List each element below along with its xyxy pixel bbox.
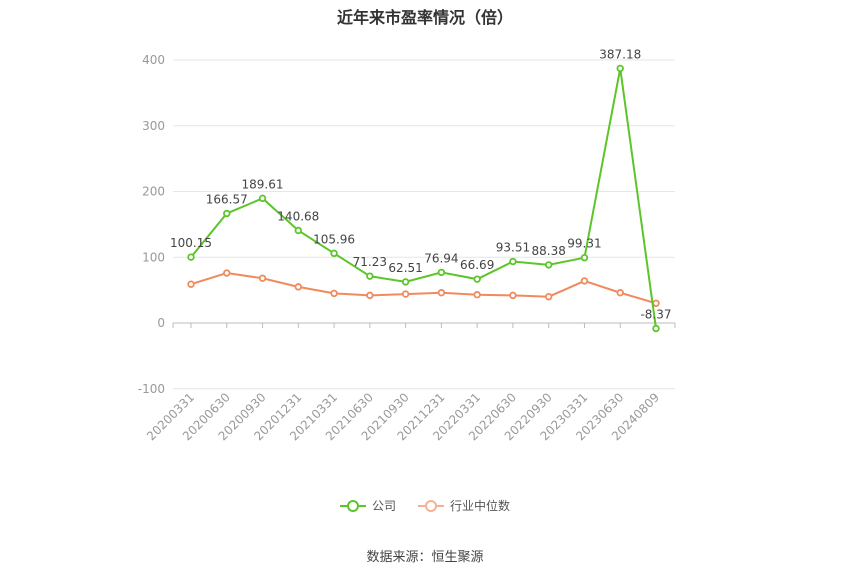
- data-point: [223, 269, 231, 277]
- y-tick-label: 300: [142, 119, 165, 133]
- y-tick-label: 200: [142, 185, 165, 199]
- data-point: [473, 291, 481, 299]
- data-point: [437, 268, 446, 277]
- data-point: [616, 289, 624, 297]
- data-label: 189.61: [242, 177, 284, 191]
- data-point: [616, 64, 624, 73]
- data-label: 93.51: [496, 241, 530, 255]
- data-point: [544, 293, 553, 301]
- data-point: [473, 275, 481, 283]
- chart-title: 近年来市盈率情况（倍）: [336, 8, 513, 27]
- data-point: [580, 277, 589, 285]
- legend-label-industry: 行业中位数: [450, 499, 511, 513]
- line-chart: 4003002001000-10020200331202006302020093…: [138, 47, 676, 443]
- data-point: [437, 289, 446, 297]
- series-line: [190, 68, 657, 329]
- y-tick-label: 100: [142, 250, 165, 264]
- data-label: 99.31: [567, 237, 601, 251]
- data-label: 387.18: [599, 47, 641, 61]
- data-point: [652, 299, 660, 307]
- data-point: [366, 272, 374, 280]
- data-point: [401, 278, 410, 286]
- data-point: [294, 283, 303, 291]
- data-point: [187, 253, 195, 261]
- data-label: 62.51: [388, 261, 422, 275]
- data-point: [330, 289, 338, 298]
- data-label: 105.96: [313, 232, 355, 246]
- data-point: [652, 324, 660, 333]
- chart-legend: 公司 行业中位数: [0, 497, 850, 514]
- series-line: [190, 272, 657, 305]
- legend-label-company: 公司: [371, 499, 396, 513]
- data-point: [544, 261, 553, 269]
- y-tick-label: 0: [157, 316, 165, 330]
- data-point: [330, 249, 338, 258]
- data-point: [258, 194, 267, 203]
- data-point: [509, 257, 517, 266]
- y-tick-label: 400: [142, 53, 165, 67]
- data-label: -8.37: [640, 308, 671, 322]
- data-point: [509, 291, 517, 300]
- data-point: [401, 290, 410, 298]
- data-label: 71.23: [353, 255, 387, 269]
- data-label: 140.68: [277, 210, 319, 224]
- data-label: 100.15: [170, 236, 212, 250]
- data-point: [366, 291, 374, 300]
- data-label: 166.57: [206, 192, 248, 206]
- data-point: [580, 254, 589, 262]
- data-point: [223, 209, 231, 218]
- data-source: 数据来源：恒生聚源: [366, 550, 484, 565]
- data-label: 66.69: [460, 258, 494, 272]
- legend-item-company[interactable]: 公司: [339, 497, 396, 514]
- legend-swatch-industry-icon: [418, 499, 444, 513]
- data-label: 76.94: [424, 251, 458, 265]
- data-point: [294, 226, 303, 235]
- y-tick-label: -100: [138, 382, 165, 396]
- legend-swatch-company-icon: [339, 499, 366, 513]
- legend-item-industry[interactable]: 行业中位数: [418, 497, 510, 514]
- data-point: [258, 274, 267, 282]
- data-label: 88.38: [532, 244, 566, 258]
- data-point: [187, 280, 195, 288]
